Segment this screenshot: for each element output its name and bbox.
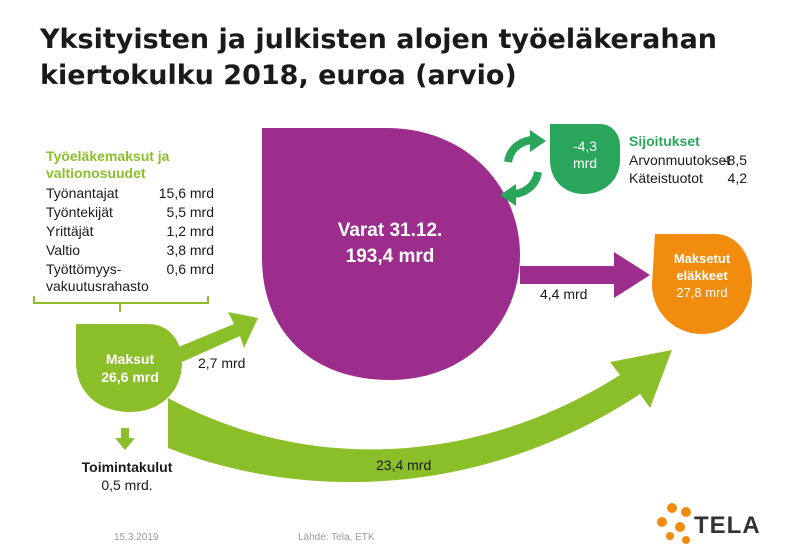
investments-bubble-value: -4,3 (572, 138, 598, 154)
list-item: Valtio 3,8 mrd (46, 241, 214, 259)
list-item: Arvonmuutokset -8,5 (629, 151, 747, 169)
list-item-value: 0,6 mrd (166, 261, 214, 277)
list-item-label: Valtio (46, 242, 80, 258)
contributions-heading-line-1: Työeläkemaksut ja (46, 148, 170, 164)
operating-costs-label: Toimintakulut (81, 459, 173, 475)
footer-source: Lähde: Tela, ETK (298, 532, 375, 543)
pensions-line-2: eläkkeet (676, 268, 728, 283)
to-varat-arrow (176, 312, 258, 362)
list-item-value: 5,5 mrd (166, 204, 214, 220)
list-item: Yrittäjät 1,2 mrd (46, 222, 214, 240)
flow-label-to-varat: 2,7 mrd (198, 355, 246, 371)
list-item: Käteistuotot 4,2 (629, 169, 747, 187)
investments-bubble-unit: mrd (572, 155, 598, 171)
list-item-value: 15,6 mrd (158, 185, 214, 201)
list-item-label: Työnantajat (46, 185, 119, 201)
investments-bubble-group: -4,3 mrd (550, 138, 620, 172)
varat-label: Varat 31.12. (337, 220, 443, 241)
maksut-drop-shape (76, 324, 182, 412)
pensions-line-1: Maksetut (673, 251, 731, 266)
pensions-shape (652, 234, 752, 334)
direct-flow-arrow (168, 350, 672, 483)
list-item: vakuutusrahasto (46, 277, 214, 295)
list-item-label: vakuutusrahasto (46, 278, 149, 294)
title-line-1: Yksityisten ja julkisten alojen työeläke… (40, 24, 718, 55)
page-title: Yksityisten ja julkisten alojen työeläke… (40, 22, 740, 94)
contributions-list: Työnantajat 15,6 mrd Työntekijät 5,5 mrd… (46, 184, 214, 294)
varat-value: 193,4 mrd (345, 246, 435, 267)
varat-label-group: Varat 31.12. 193,4 mrd (280, 218, 500, 270)
pensions-value: 27,8 mrd (676, 285, 728, 300)
investments-heading: Sijoitukset (629, 133, 700, 149)
operating-costs: Toimintakulut 0,5 mrd. (72, 458, 182, 494)
footer-date: 15.3.2019 (114, 532, 159, 543)
tela-logo-text: TELA (694, 512, 761, 539)
list-item-label: Arvonmuutokset (629, 152, 731, 168)
list-item-label: Työntekijät (46, 204, 113, 220)
pensions-label-group: Maksetut eläkkeet 27,8 mrd (654, 250, 750, 301)
contributions-heading-line-2: valtionosuudet (46, 165, 146, 181)
list-item-value: -8,5 (722, 152, 747, 168)
list-item-label: Yrittäjät (46, 223, 94, 239)
maksut-label-group: Maksut 26,6 mrd (80, 350, 180, 386)
list-item-value: 1,2 mrd (166, 223, 214, 239)
costs-arrow (115, 428, 135, 450)
list-item-value: 3,8 mrd (166, 242, 214, 258)
tela-logo-mark (657, 503, 691, 544)
list-item: Työnantajat 15,6 mrd (46, 184, 214, 202)
cycle-arrow-bottom-head (500, 184, 516, 206)
operating-costs-value: 0,5 mrd. (101, 477, 153, 493)
flow-label-direct: 23,4 mrd (376, 457, 432, 473)
contributions-bracket (33, 296, 209, 304)
maksut-label: Maksut (105, 351, 155, 367)
investments-drop-shape (550, 124, 620, 194)
cycle-arrow-top-head (530, 130, 546, 152)
list-item: Työttömyys- 0,6 mrd (46, 260, 214, 278)
to-pensions-arrow (520, 252, 650, 298)
list-item-label: Käteistuotot (629, 170, 703, 186)
list-item-label: Työttömyys- (46, 261, 122, 277)
list-item-value: 4,2 (727, 170, 747, 186)
flow-label-to-pensions: 4,4 mrd (540, 286, 588, 302)
title-line-2: kiertokulku 2018, euroa (arvio) (40, 60, 517, 91)
varat-drop-shape (262, 128, 520, 380)
contributions-heading: Työeläkemaksut ja valtionosuudet (46, 148, 169, 182)
list-item: Työntekijät 5,5 mrd (46, 203, 214, 221)
investments-list: Arvonmuutokset -8,5 Käteistuotot 4,2 (629, 151, 747, 189)
maksut-value: 26,6 mrd (101, 369, 159, 385)
